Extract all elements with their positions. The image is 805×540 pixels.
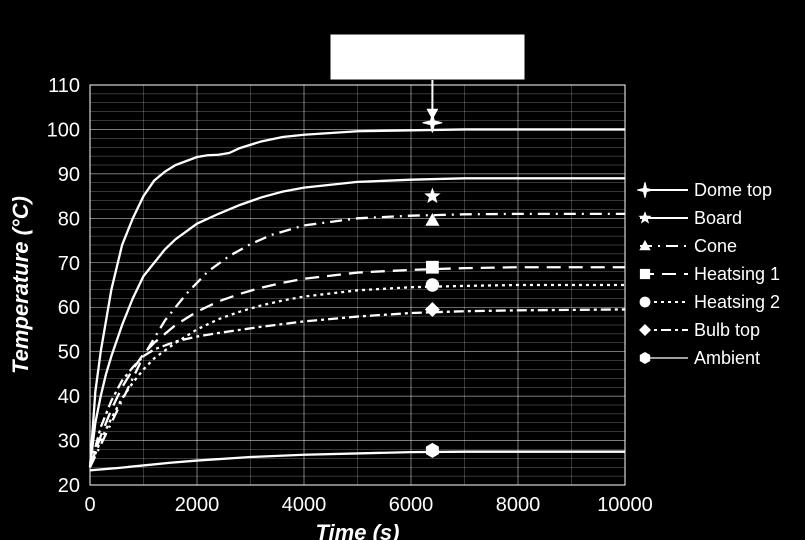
legend-label: Ambient — [694, 348, 760, 368]
legend-label: Heatsing 1 — [694, 264, 780, 284]
y-tick-label: 110 — [48, 75, 80, 97]
y-tick-label: 100 — [47, 119, 80, 141]
x-tick-label: 6000 — [389, 494, 434, 516]
x-tick-label: 8000 — [496, 494, 541, 516]
y-tick-label: 20 — [58, 475, 80, 497]
y-tick-label: 30 — [58, 431, 80, 453]
y-tick-label: 70 — [58, 253, 80, 275]
legend: Dome top Board Cone Heatsing 1 Heatsing 2 Bul… — [637, 180, 780, 368]
legend-label: Cone — [694, 236, 737, 256]
x-tick-label: 2000 — [175, 494, 220, 516]
legend-label: Bulb top — [694, 320, 760, 340]
legend-label: Dome top — [694, 180, 772, 200]
x-tick-label: 4000 — [282, 494, 327, 516]
x-tick-label: 10000 — [597, 494, 653, 516]
chart-svg: 20 30 40 50 60 70 80 90 100 110 0 2000 4000 6000 8000 1… — [0, 0, 805, 540]
y-axis-label: Temperature (°C) — [8, 196, 33, 374]
y-tick-label: 40 — [58, 386, 80, 408]
y-tick-label: 90 — [58, 164, 80, 186]
callout-arrow-head — [426, 109, 438, 120]
legend-label: Board — [694, 208, 742, 228]
tick-labels: 20 30 40 50 60 70 80 90 100 110 0 2000 4000 6000 8000 1… — [47, 75, 653, 516]
legend-label: Heatsing 2 — [694, 292, 780, 312]
callout-box — [330, 34, 525, 80]
temperature-time-chart: 20 30 40 50 60 70 80 90 100 110 0 2000 4000 6000 8000 1… — [0, 0, 805, 540]
x-tick-label: 0 — [84, 494, 95, 516]
y-tick-label: 50 — [58, 342, 80, 364]
x-axis-label: Time (s) — [316, 520, 400, 540]
y-tick-label: 60 — [58, 297, 80, 319]
y-tick-label: 80 — [58, 208, 80, 230]
